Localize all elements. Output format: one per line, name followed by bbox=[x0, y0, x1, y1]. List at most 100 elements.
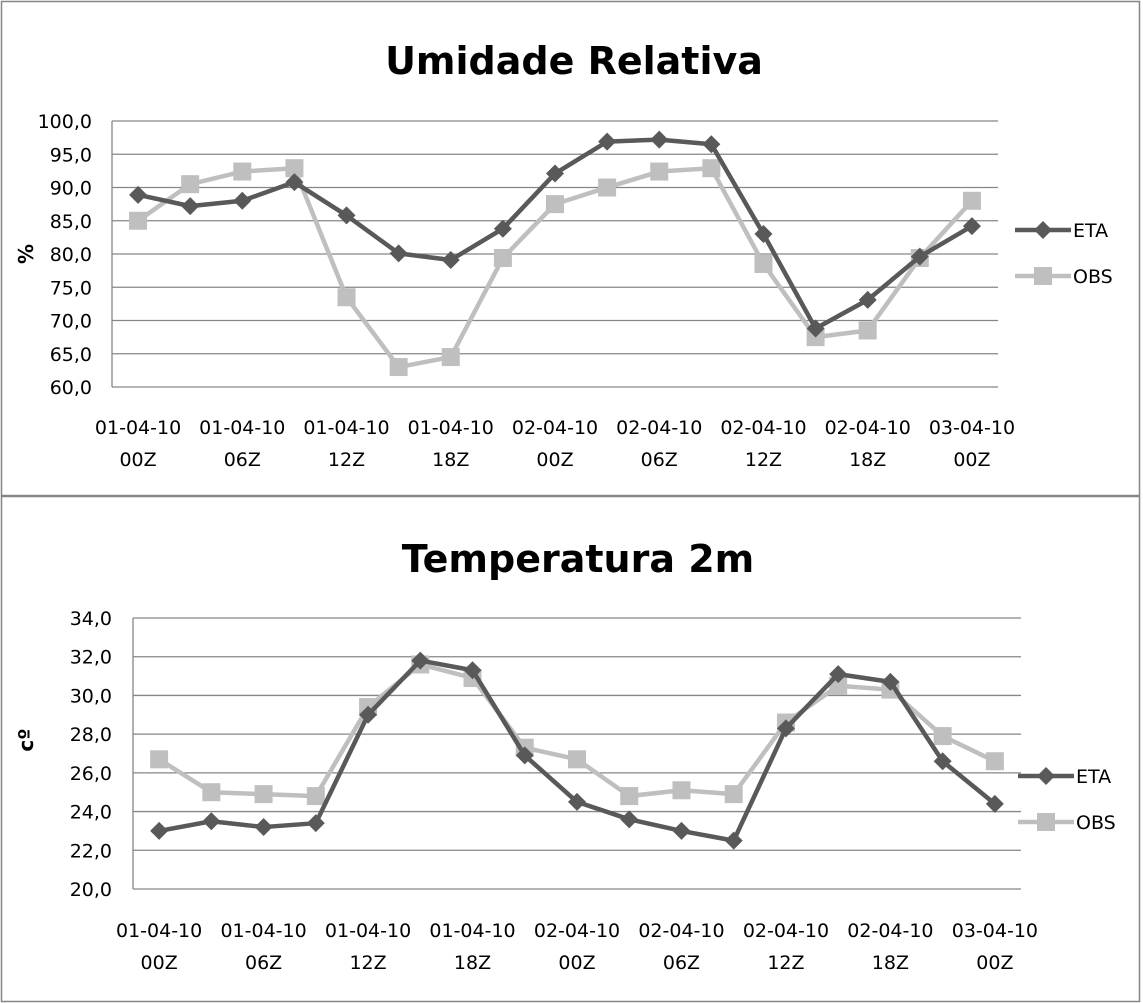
x-tick-label: 18Z bbox=[872, 952, 909, 974]
data-point-obs bbox=[181, 175, 200, 194]
x-tick-label: 01-04-10 bbox=[429, 920, 515, 942]
data-point-eta bbox=[598, 132, 617, 151]
data-point-eta bbox=[306, 814, 325, 833]
x-tick-label: 00Z bbox=[976, 952, 1013, 974]
data-point-eta bbox=[829, 665, 848, 684]
data-point-obs bbox=[150, 750, 169, 769]
data-point-obs bbox=[233, 162, 252, 181]
y-tick-label: 60,0 bbox=[50, 377, 92, 399]
data-point-eta bbox=[463, 661, 482, 680]
legend-marker-eta bbox=[1034, 221, 1052, 239]
legend-label-eta: ETA bbox=[1073, 220, 1108, 242]
x-tick-label: 06Z bbox=[224, 449, 261, 471]
x-tick-label: 06Z bbox=[663, 952, 700, 974]
x-tick-label: 06Z bbox=[245, 952, 282, 974]
data-point-obs bbox=[493, 248, 512, 267]
data-point-obs bbox=[337, 288, 356, 307]
data-point-eta bbox=[754, 225, 773, 244]
y-tick-label: 85,0 bbox=[50, 211, 92, 233]
plot-area: 60,0 65,0 70,0 75,0 80,0 85,0 90,0 95,0 100,0 01-… bbox=[38, 111, 1015, 471]
x-tick-label: 03-04-10 bbox=[952, 920, 1038, 942]
x-tick-label: 01-04-10 bbox=[95, 417, 181, 439]
x-tick-label: 00Z bbox=[558, 952, 595, 974]
y-tick-label: 70,0 bbox=[50, 311, 92, 333]
data-point-obs bbox=[933, 727, 952, 746]
legend-marker-obs bbox=[1037, 813, 1055, 831]
y-tick-label: 22,0 bbox=[70, 840, 112, 862]
data-point-obs bbox=[306, 787, 325, 806]
plot-area: 20,0 22,0 24,0 26,0 28,0 30,0 32,0 34,0 01-04-10… bbox=[70, 608, 1038, 974]
data-point-eta bbox=[546, 164, 564, 183]
x-tick-label: 12Z bbox=[745, 449, 782, 471]
x-tick-label: 00Z bbox=[536, 449, 573, 471]
data-point-eta bbox=[233, 191, 252, 210]
data-point-eta bbox=[985, 794, 1004, 813]
data-point-obs bbox=[254, 785, 273, 804]
data-point-obs bbox=[672, 781, 691, 800]
data-point-obs bbox=[129, 211, 148, 230]
x-tick-label: 01-04-10 bbox=[325, 920, 411, 942]
data-point-eta bbox=[515, 746, 534, 765]
x-tick-label: 00Z bbox=[953, 449, 990, 471]
data-point-eta bbox=[933, 752, 952, 771]
y-tick-label: 34,0 bbox=[70, 608, 112, 630]
data-point-eta bbox=[702, 135, 721, 154]
y-tick-label: 32,0 bbox=[70, 647, 112, 669]
x-tick-label: 02-04-10 bbox=[720, 417, 806, 439]
chart-border bbox=[0, 495, 1141, 1003]
legend-marker-eta bbox=[1037, 767, 1055, 785]
data-point-eta bbox=[411, 651, 430, 670]
y-tick-label: 24,0 bbox=[70, 802, 112, 824]
data-point-eta bbox=[337, 206, 356, 225]
data-point-eta bbox=[724, 831, 743, 850]
data-point-eta bbox=[568, 792, 586, 811]
data-point-eta bbox=[389, 244, 408, 263]
data-point-eta bbox=[620, 810, 639, 829]
x-tick-label: 02-04-10 bbox=[534, 920, 620, 942]
data-point-eta bbox=[181, 197, 200, 216]
data-point-obs bbox=[754, 254, 773, 273]
y-tick-label: 100,0 bbox=[38, 111, 92, 133]
y-tick-label: 65,0 bbox=[50, 344, 92, 366]
legend: ETA OBS bbox=[1018, 766, 1116, 834]
y-axis-label: % bbox=[14, 244, 38, 264]
y-tick-label: 90,0 bbox=[50, 178, 92, 200]
data-point-eta bbox=[806, 319, 825, 338]
legend-label-obs: OBS bbox=[1073, 266, 1113, 288]
x-tick-label: 00Z bbox=[119, 449, 156, 471]
legend-marker-obs bbox=[1034, 267, 1052, 285]
y-tick-label: 95,0 bbox=[50, 144, 92, 166]
x-tick-label: 02-04-10 bbox=[847, 920, 933, 942]
x-tick-label: 03-04-10 bbox=[929, 417, 1015, 439]
chart-panel-umidade: Umidade Relativa % 60,0 65,0 70,0 75,0 80,0 8… bbox=[0, 0, 1141, 497]
x-tick-label: 12Z bbox=[349, 952, 386, 974]
data-point-obs bbox=[620, 787, 639, 806]
x-tick-label: 01-04-10 bbox=[199, 417, 285, 439]
data-point-obs bbox=[441, 348, 460, 367]
x-tick-label: 01-04-10 bbox=[220, 920, 306, 942]
data-point-obs bbox=[858, 321, 877, 340]
data-point-eta bbox=[650, 130, 669, 149]
data-point-obs bbox=[546, 195, 564, 214]
data-point-obs bbox=[285, 159, 304, 178]
data-point-obs bbox=[598, 178, 617, 197]
data-point-eta bbox=[672, 821, 691, 840]
data-point-eta bbox=[359, 705, 378, 724]
chart-title: Umidade Relativa bbox=[385, 39, 763, 83]
data-point-eta bbox=[202, 812, 221, 831]
data-point-eta bbox=[962, 217, 981, 236]
data-point-eta bbox=[441, 250, 460, 269]
chart-panel-temperatura: Temperatura 2m cº 20,0 22,0 24,0 26,0 28,0 30… bbox=[0, 495, 1141, 1003]
data-point-eta bbox=[858, 290, 877, 309]
x-tick-label: 02-04-10 bbox=[825, 417, 911, 439]
x-tick-label: 02-04-10 bbox=[512, 417, 598, 439]
legend: ETA OBS bbox=[1015, 220, 1113, 288]
x-tick-label: 01-04-10 bbox=[303, 417, 389, 439]
x-tick-label: 18Z bbox=[454, 952, 491, 974]
data-point-obs bbox=[962, 191, 981, 210]
data-point-obs bbox=[389, 358, 408, 377]
data-point-eta bbox=[493, 219, 512, 238]
data-point-obs bbox=[702, 159, 721, 178]
chart-border bbox=[0, 0, 1141, 497]
